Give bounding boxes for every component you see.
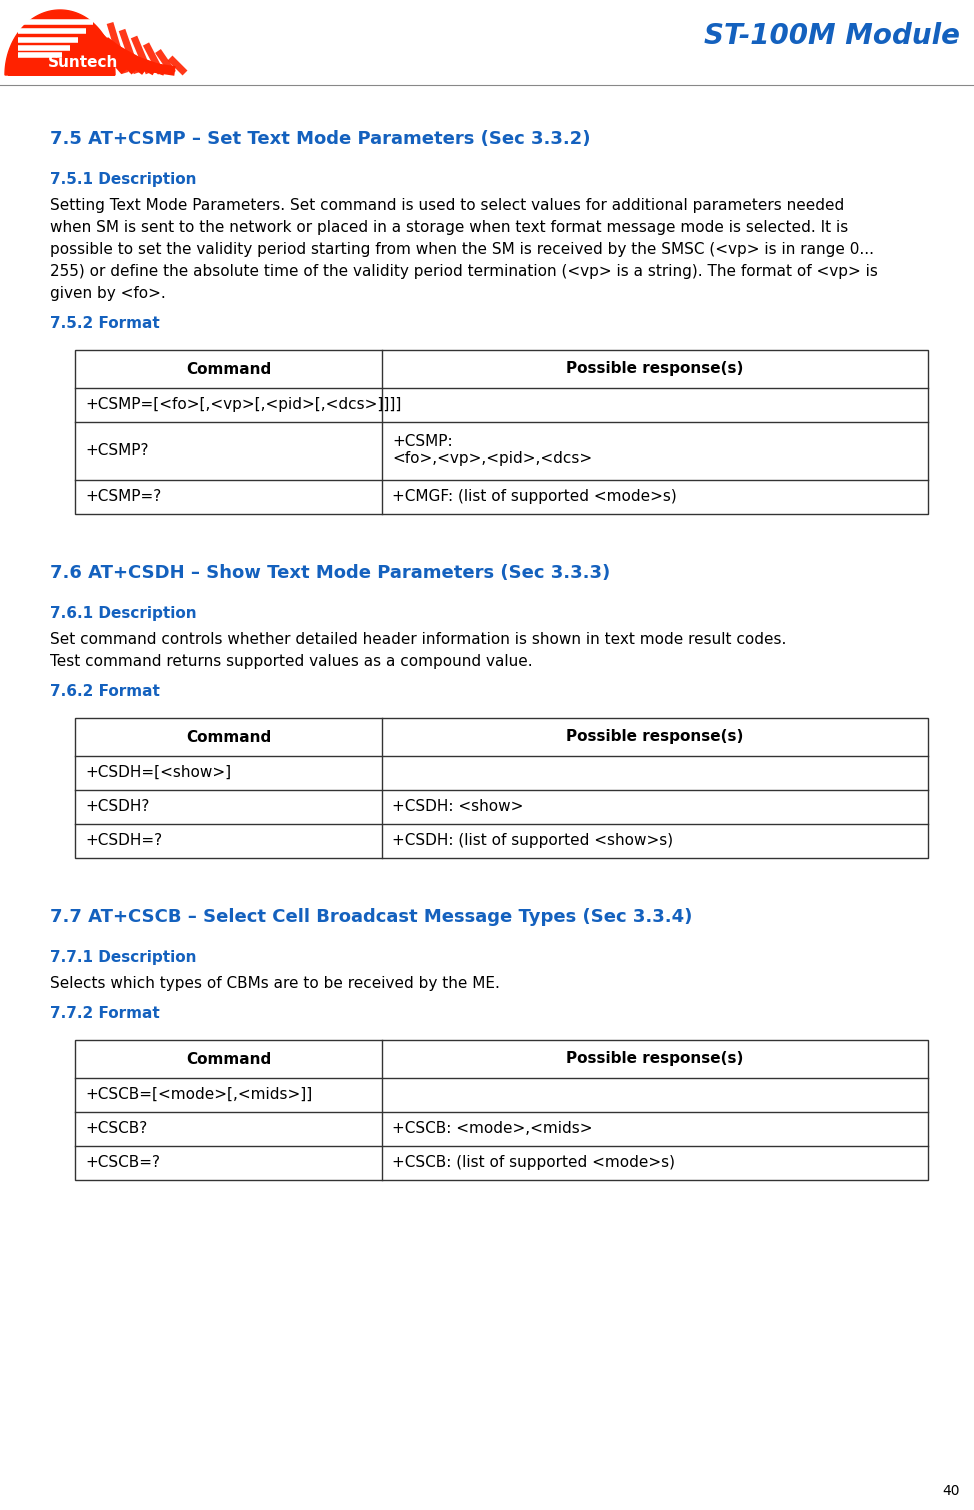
Text: 7.5 AT+CSMP – Set Text Mode Parameters (Sec 3.3.2): 7.5 AT+CSMP – Set Text Mode Parameters (… <box>50 130 590 148</box>
Text: 7.7 AT+CSCB – Select Cell Broadcast Message Types (Sec 3.3.4): 7.7 AT+CSCB – Select Cell Broadcast Mess… <box>50 908 693 926</box>
Text: Selects which types of CBMs are to be received by the ME.: Selects which types of CBMs are to be re… <box>50 975 500 991</box>
Text: +CSDH: <show>: +CSDH: <show> <box>393 799 523 814</box>
Text: +CSMP=[<fo>[,<vp>[,<pid>[,<dcs>]]]]: +CSMP=[<fo>[,<vp>[,<pid>[,<dcs>]]]] <box>85 397 401 412</box>
Text: 40: 40 <box>943 1484 960 1498</box>
Text: +CSCB=?: +CSCB=? <box>85 1155 160 1170</box>
Text: 7.5.2 Format: 7.5.2 Format <box>50 316 160 331</box>
Text: 7.6 AT+CSDH – Show Text Mode Parameters (Sec 3.3.3): 7.6 AT+CSDH – Show Text Mode Parameters … <box>50 565 611 581</box>
Text: +CSCB?: +CSCB? <box>85 1120 147 1136</box>
Text: Possible response(s): Possible response(s) <box>566 1051 744 1066</box>
Text: +CSDH: (list of supported <show>s): +CSDH: (list of supported <show>s) <box>393 832 673 847</box>
Text: +CSMP:: +CSMP: <box>393 435 453 450</box>
Text: Test command returns supported values as a compound value.: Test command returns supported values as… <box>50 654 533 669</box>
Text: Command: Command <box>186 1051 271 1066</box>
Text: +CMGF: (list of supported <mode>s): +CMGF: (list of supported <mode>s) <box>393 489 677 504</box>
Text: +CSCB: <mode>,<mids>: +CSCB: <mode>,<mids> <box>393 1120 592 1136</box>
Text: 7.6.2 Format: 7.6.2 Format <box>50 684 160 699</box>
Bar <box>75 350 928 513</box>
Text: +CSCB: (list of supported <mode>s): +CSCB: (list of supported <mode>s) <box>393 1155 675 1170</box>
Text: Command: Command <box>186 361 271 376</box>
Bar <box>75 717 928 858</box>
Text: +CSDH=[<show>]: +CSDH=[<show>] <box>85 764 231 779</box>
Bar <box>75 1040 928 1179</box>
Text: Set command controls whether detailed header information is shown in text mode r: Set command controls whether detailed he… <box>50 633 786 646</box>
Text: given by <fo>.: given by <fo>. <box>50 285 166 300</box>
Text: 7.5.1 Description: 7.5.1 Description <box>50 172 197 187</box>
Text: +CSDH?: +CSDH? <box>85 799 149 814</box>
Text: ST-100M Module: ST-100M Module <box>704 23 960 50</box>
Text: 7.7.1 Description: 7.7.1 Description <box>50 950 197 965</box>
Text: 7.7.2 Format: 7.7.2 Format <box>50 1006 160 1021</box>
Text: Possible response(s): Possible response(s) <box>566 361 744 376</box>
Text: when SM is sent to the network or placed in a storage when text format message m: when SM is sent to the network or placed… <box>50 220 848 236</box>
Text: <fo>,<vp>,<pid>,<dcs>: <fo>,<vp>,<pid>,<dcs> <box>393 451 592 467</box>
Text: +CSCB=[<mode>[,<mids>]]: +CSCB=[<mode>[,<mids>]] <box>85 1087 313 1102</box>
Text: +CSMP=?: +CSMP=? <box>85 489 162 504</box>
Text: Setting Text Mode Parameters. Set command is used to select values for additiona: Setting Text Mode Parameters. Set comman… <box>50 198 844 213</box>
Text: Suntech: Suntech <box>48 54 119 69</box>
Text: Possible response(s): Possible response(s) <box>566 729 744 744</box>
Text: 7.6.1 Description: 7.6.1 Description <box>50 606 197 621</box>
Text: 255) or define the absolute time of the validity period termination (<vp> is a s: 255) or define the absolute time of the … <box>50 264 878 279</box>
Text: possible to set the validity period starting from when the SM is received by the: possible to set the validity period star… <box>50 242 874 257</box>
Polygon shape <box>5 11 115 76</box>
Text: +CSDH=?: +CSDH=? <box>85 832 162 847</box>
Text: +CSMP?: +CSMP? <box>85 442 148 458</box>
Text: Command: Command <box>186 729 271 744</box>
